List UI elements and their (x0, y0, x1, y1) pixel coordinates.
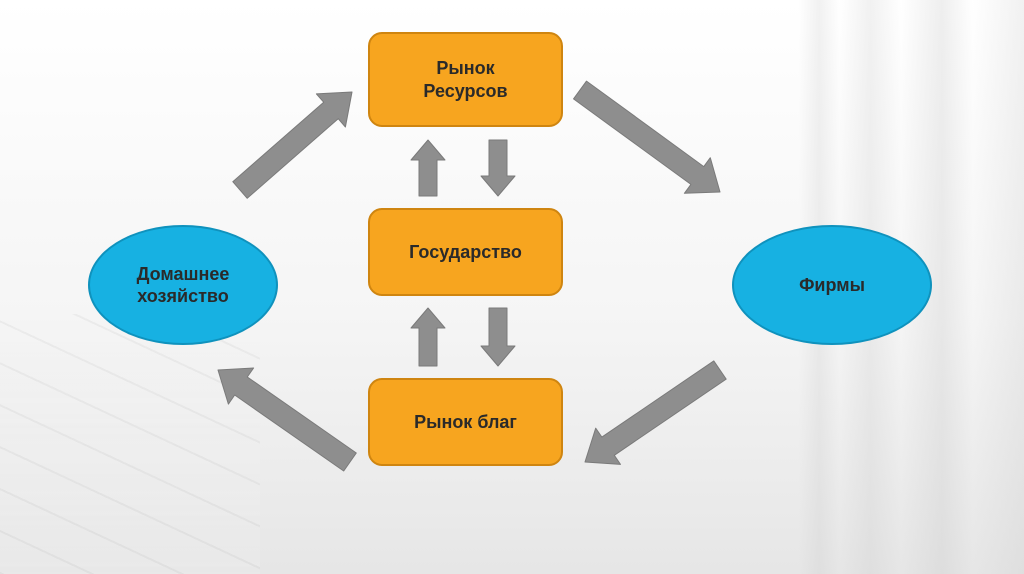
node-state-label: Государство (409, 241, 522, 264)
diagram-stage: Домашнеехозяйство Фирмы РынокРесурсов Го… (0, 0, 1024, 574)
node-firms: Фирмы (732, 225, 932, 345)
node-resources-label: РынокРесурсов (423, 57, 507, 102)
arrow-goods-to-households (218, 368, 356, 471)
node-firms-label: Фирмы (799, 274, 865, 297)
arrow-state-goods-down (481, 308, 515, 366)
arrow-resources-state-down (481, 140, 515, 196)
arrow-resources-to-firms (574, 81, 721, 193)
node-goods-label: Рынок благ (414, 411, 517, 434)
node-households: Домашнеехозяйство (88, 225, 278, 345)
node-households-label: Домашнеехозяйство (137, 263, 230, 308)
arrow-firms-to-goods (585, 361, 726, 465)
node-goods-market: Рынок благ (368, 378, 563, 466)
background-glass-decor (0, 314, 260, 574)
node-resources-market: РынокРесурсов (368, 32, 563, 127)
arrow-households-to-resources (233, 92, 352, 198)
arrow-state-goods-up (411, 308, 445, 366)
arrow-resources-state-up (411, 140, 445, 196)
node-state: Государство (368, 208, 563, 296)
